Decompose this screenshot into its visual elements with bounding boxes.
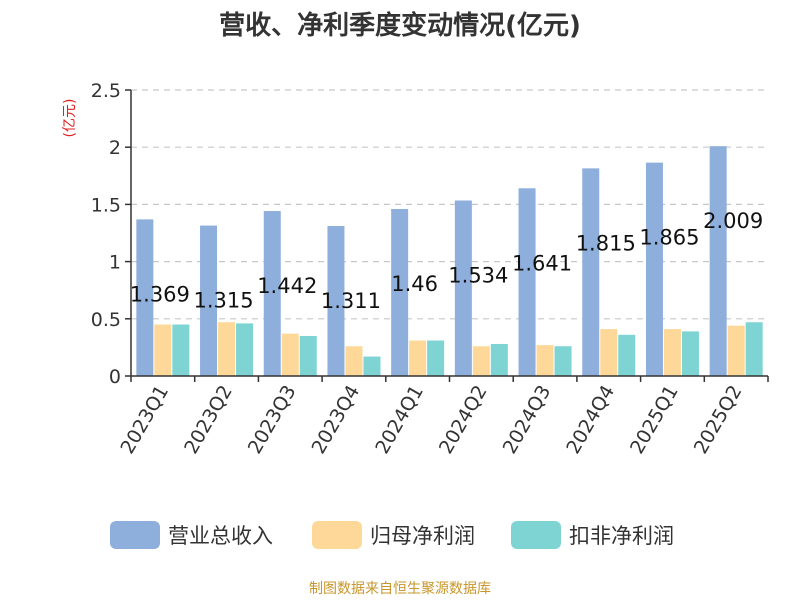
- legend-swatch-归母净利润: [312, 521, 362, 549]
- bar-归母净利润-2023Q2: [218, 322, 236, 376]
- legend-label: 归母净利润: [370, 524, 475, 548]
- bar-营业总收入-2025Q1: [645, 162, 663, 376]
- data-label-2023Q3: 1.442: [257, 274, 317, 298]
- bar-扣非净利润-2024Q2: [490, 343, 508, 376]
- bar-营业总收入-2023Q3: [263, 211, 281, 376]
- y-tick-label: 1: [109, 252, 121, 274]
- chart-title: 营收、净利季度变动情况(亿元): [219, 10, 581, 41]
- data-label-2025Q1: 1.865: [639, 226, 699, 250]
- bar-归母净利润-2024Q1: [409, 340, 427, 376]
- bar-扣非净利润-2024Q4: [618, 334, 636, 376]
- legend-swatch-扣非净利润: [511, 521, 561, 549]
- data-label-2024Q1: 1.46: [391, 272, 438, 296]
- y-tick-label: 2: [109, 137, 121, 159]
- bars: [136, 146, 763, 376]
- bar-归母净利润-2023Q4: [345, 346, 363, 376]
- x-tick-label: 2023Q1: [116, 382, 173, 458]
- data-label-2025Q2: 2.009: [703, 209, 763, 233]
- bar-扣非净利润-2024Q3: [554, 346, 572, 376]
- legend-label: 营业总收入: [168, 524, 273, 548]
- bar-营业总收入-2024Q4: [582, 168, 600, 376]
- bar-营业总收入-2023Q4: [327, 226, 345, 376]
- data-label-2023Q2: 1.315: [193, 289, 253, 313]
- x-tick-label: 2023Q2: [180, 382, 237, 458]
- bar-营业总收入-2023Q1: [136, 219, 154, 376]
- x-tick-label: 2024Q3: [499, 382, 556, 458]
- data-label-2024Q3: 1.641: [512, 251, 572, 275]
- y-axis-unit-label: (亿元): [62, 99, 78, 138]
- data-label-2023Q4: 1.311: [321, 289, 381, 313]
- y-tick-label: 1.5: [91, 194, 121, 216]
- source-note: 制图数据来自恒生聚源数据库: [309, 581, 491, 597]
- bar-扣非净利润-2023Q1: [172, 324, 190, 376]
- bar-营业总收入-2025Q2: [709, 146, 727, 376]
- bar-扣非净利润-2023Q4: [363, 356, 381, 376]
- x-tick-label: 2025Q2: [690, 382, 747, 458]
- legend: 营业总收入 归母净利润 扣非净利润: [110, 521, 674, 549]
- bar-营业总收入-2024Q3: [518, 188, 536, 376]
- bar-归母净利润-2023Q1: [154, 324, 172, 376]
- bar-营业总收入-2023Q2: [200, 225, 218, 376]
- bar-归母净利润-2025Q1: [663, 329, 681, 376]
- bar-营业总收入-2024Q2: [454, 200, 472, 376]
- x-tick-label: 2024Q1: [371, 382, 428, 458]
- legend-label: 扣非净利润: [569, 524, 674, 548]
- y-tick-label: 2.5: [91, 80, 121, 102]
- y-tick-label: 0: [109, 366, 121, 388]
- data-label-2024Q2: 1.534: [448, 264, 508, 288]
- bar-扣非净利润-2023Q2: [236, 323, 254, 376]
- bar-归母净利润-2024Q2: [472, 346, 490, 376]
- data-label-2024Q4: 1.815: [576, 231, 636, 255]
- x-tick-label: 2024Q4: [562, 382, 619, 458]
- x-tick-label: 2025Q1: [626, 382, 683, 458]
- x-tick-label: 2024Q2: [435, 382, 492, 458]
- bar-营业总收入-2024Q1: [391, 208, 409, 376]
- x-tick-label: 2023Q3: [244, 382, 301, 458]
- bar-扣非净利润-2025Q2: [745, 322, 763, 376]
- bar-归母净利润-2024Q4: [600, 329, 618, 376]
- bar-扣非净利润-2023Q3: [299, 335, 317, 376]
- y-tick-label: 0.5: [91, 309, 121, 331]
- bar-归母净利润-2024Q3: [536, 345, 554, 376]
- x-tick-label: 2023Q4: [308, 382, 365, 458]
- data-label-2023Q1: 1.369: [130, 282, 190, 306]
- bar-归母净利润-2025Q2: [727, 325, 745, 376]
- bar-扣非净利润-2024Q1: [427, 340, 445, 376]
- bar-扣非净利润-2025Q1: [681, 331, 699, 376]
- legend-swatch-营业总收入: [110, 521, 160, 549]
- bar-归母净利润-2023Q3: [281, 333, 299, 376]
